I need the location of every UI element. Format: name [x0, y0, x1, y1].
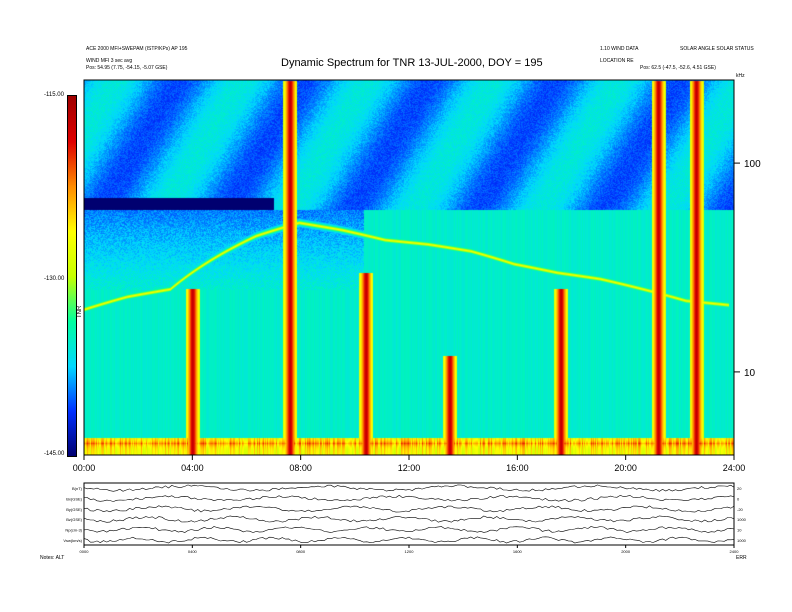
- footer-left: Notes: ALT: [40, 555, 65, 561]
- panel-x-tick-label: 0000: [80, 549, 90, 554]
- panel-x-tick-label: 2400: [730, 549, 740, 554]
- header-right-3: SOLAR ANGLE SOLAR STATUS: [680, 46, 754, 52]
- y-tick-label: 10: [744, 368, 756, 379]
- x-tick-label: 08:00: [289, 463, 312, 473]
- x-tick-label: 00:00: [73, 463, 96, 473]
- panel-series-line: [83, 484, 735, 492]
- header-left-1: ACE 2000 MFI+SWEPAM (ISTP/KPs) AP 195: [86, 46, 188, 52]
- x-tick-label: 12:00: [398, 463, 421, 473]
- x-tick-label: 16:00: [506, 463, 529, 473]
- panel-series-line: [83, 515, 735, 523]
- panel-label: Vsw(km/s): [63, 538, 82, 543]
- panel-label: Np(cm-3): [65, 528, 82, 533]
- header-right-1: 1.10 WIND DATA: [600, 46, 639, 52]
- panel-right-tick-label: 20: [737, 486, 742, 491]
- y-tick-label: 100: [744, 159, 761, 170]
- panel-label: By(GSE): [66, 507, 82, 512]
- colorbar: [67, 95, 77, 457]
- x-tick-label: 24:00: [723, 463, 746, 473]
- panel-right-tick-label: -20: [737, 507, 744, 512]
- panel-series-line: [83, 536, 735, 544]
- colorbar-tick-top: -115.00: [44, 92, 64, 98]
- panel-x-tick-label: 0800: [296, 549, 306, 554]
- y-unit-label: kHz: [736, 73, 745, 79]
- chart-title: Dynamic Spectrum for TNR 13-JUL-2000, DO…: [281, 57, 543, 69]
- footer-right: ERR: [736, 555, 747, 561]
- panel-label: B(nT): [72, 486, 83, 491]
- panel-series-line: [83, 526, 735, 533]
- colorbar-tick-mid: -130.00: [44, 276, 65, 282]
- header-right-4: Pos: 62.5 (-47.5, -52.6, 4.51 GSE): [640, 65, 716, 71]
- panel-x-tick-label: 2000: [621, 549, 631, 554]
- panel-label: Bx(GSE): [66, 497, 82, 502]
- colorbar-tick-bottom: -145.00: [44, 451, 65, 457]
- panel-x-tick-label: 1600: [513, 549, 523, 554]
- header-left-2: WIND MFI 3 sec avg: [86, 58, 133, 64]
- panels-frame: [83, 482, 735, 546]
- header-right-2: LOCATION RE: [600, 58, 634, 64]
- panel-x-tick-label: 1200: [405, 549, 415, 554]
- spectrogram-heatmap: [84, 80, 734, 455]
- panel-label: Bz(GSE): [66, 517, 82, 522]
- panel-right-tick-label: 10: [737, 528, 742, 533]
- header-left-3: Pos: 54.95 (7.75, -54.15, -5.07 GSE): [86, 65, 168, 71]
- panel-right-tick-label: 0: [737, 497, 740, 502]
- panel-right-tick-label: 1000: [737, 517, 747, 522]
- panel-right-tick-label: 1000: [737, 538, 747, 543]
- panel-series-line: [83, 494, 735, 502]
- x-tick-label: 04:00: [181, 463, 204, 473]
- panel-x-tick-label: 0400: [188, 549, 198, 554]
- panel-series-line: [83, 505, 735, 513]
- x-tick-label: 20:00: [614, 463, 637, 473]
